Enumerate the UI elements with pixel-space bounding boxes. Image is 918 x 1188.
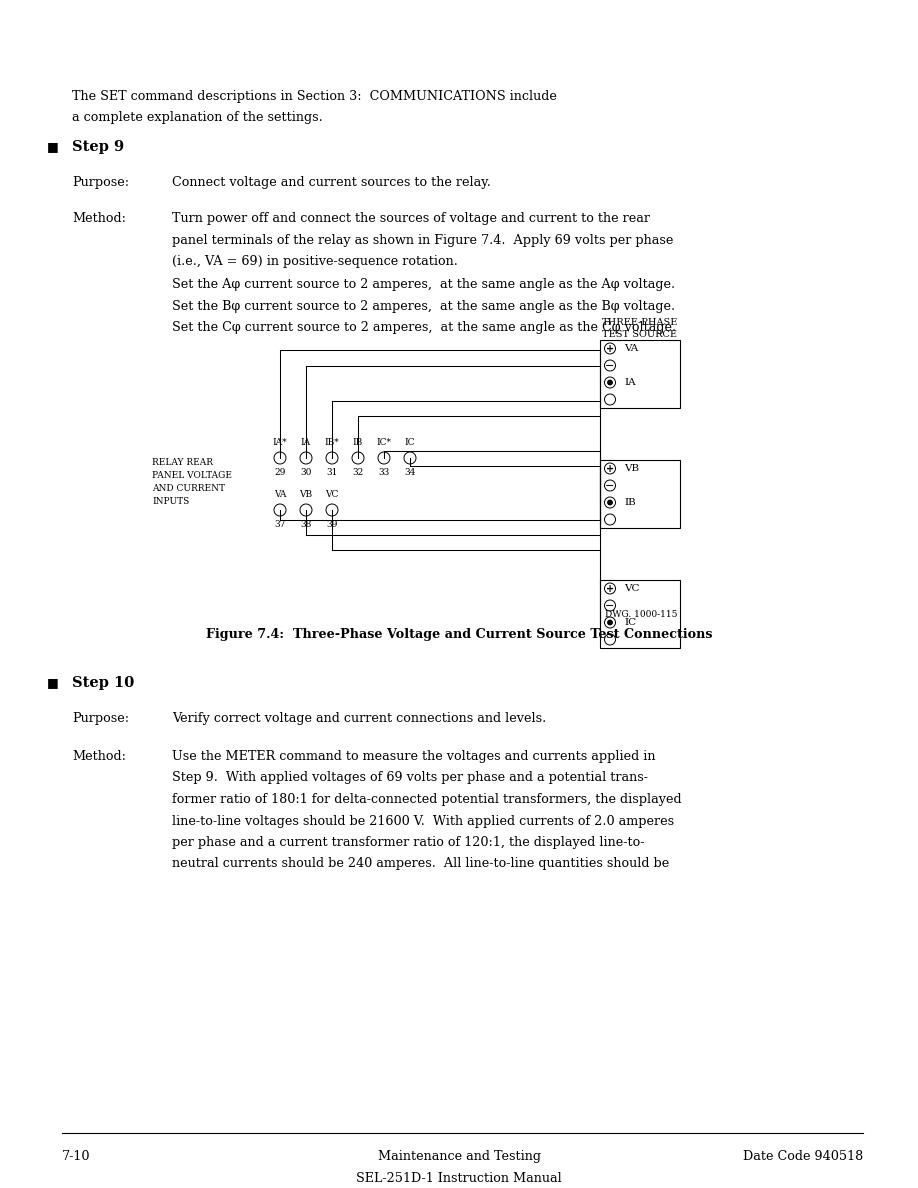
Text: DWG. 1000-115: DWG. 1000-115 xyxy=(605,609,677,619)
Text: IB*: IB* xyxy=(325,438,340,447)
Text: line-to-line voltages should be 21600 V.  With applied currents of 2.0 amperes: line-to-line voltages should be 21600 V.… xyxy=(172,815,674,828)
Text: 30: 30 xyxy=(300,468,312,478)
Text: 33: 33 xyxy=(378,468,389,478)
Text: Step 10: Step 10 xyxy=(72,676,134,690)
Text: THREE-PHASE: THREE-PHASE xyxy=(602,318,678,327)
Bar xyxy=(600,460,680,527)
Text: 37: 37 xyxy=(274,520,285,529)
Text: ■: ■ xyxy=(47,676,59,689)
Text: +: + xyxy=(606,583,614,594)
Text: +: + xyxy=(606,463,614,474)
Text: INPUTS: INPUTS xyxy=(152,497,189,506)
Text: Purpose:: Purpose: xyxy=(72,176,129,189)
Text: a complete explanation of the settings.: a complete explanation of the settings. xyxy=(72,112,323,125)
Bar xyxy=(600,580,680,647)
Text: −: − xyxy=(605,480,615,491)
Text: VC: VC xyxy=(325,489,339,499)
Bar xyxy=(600,340,680,407)
Text: 7-10: 7-10 xyxy=(62,1150,91,1163)
Text: −: − xyxy=(605,360,615,371)
Text: IC: IC xyxy=(624,618,636,627)
Text: per phase and a current transformer ratio of 120:1, the displayed line-to-: per phase and a current transformer rati… xyxy=(172,836,644,849)
Text: Figure 7.4:  Three-Phase Voltage and Current Source Test Connections: Figure 7.4: Three-Phase Voltage and Curr… xyxy=(206,628,712,642)
Text: IB: IB xyxy=(353,438,364,447)
Text: +: + xyxy=(606,343,614,354)
Text: VA: VA xyxy=(624,345,638,353)
Text: −: − xyxy=(605,600,615,611)
Text: Maintenance and Testing: Maintenance and Testing xyxy=(377,1150,541,1163)
Circle shape xyxy=(608,620,612,625)
Text: former ratio of 180:1 for delta-connected potential transformers, the displayed: former ratio of 180:1 for delta-connecte… xyxy=(172,794,682,805)
Circle shape xyxy=(608,500,612,505)
Text: RELAY REAR: RELAY REAR xyxy=(152,459,213,467)
Text: neutral currents should be 240 amperes.  All line-to-line quantities should be: neutral currents should be 240 amperes. … xyxy=(172,858,669,871)
Text: 31: 31 xyxy=(326,468,338,478)
Circle shape xyxy=(608,380,612,385)
Text: SEL-251D-1 Instruction Manual: SEL-251D-1 Instruction Manual xyxy=(356,1171,562,1184)
Text: Turn power off and connect the sources of voltage and current to the rear: Turn power off and connect the sources o… xyxy=(172,211,650,225)
Text: IA: IA xyxy=(624,378,635,387)
Text: VC: VC xyxy=(624,584,640,593)
Text: 29: 29 xyxy=(274,468,285,478)
Text: Verify correct voltage and current connections and levels.: Verify correct voltage and current conne… xyxy=(172,712,546,725)
Text: The SET command descriptions in Section 3:  COMMUNICATIONS include: The SET command descriptions in Section … xyxy=(72,90,557,103)
Text: Connect voltage and current sources to the relay.: Connect voltage and current sources to t… xyxy=(172,176,491,189)
Text: VB: VB xyxy=(624,465,639,473)
Text: Set the Aφ current source to 2 amperes,  at the same angle as the Aφ voltage.: Set the Aφ current source to 2 amperes, … xyxy=(172,278,675,291)
Text: PANEL VOLTAGE: PANEL VOLTAGE xyxy=(152,470,232,480)
Text: IA*: IA* xyxy=(273,438,287,447)
Text: AND CURRENT: AND CURRENT xyxy=(152,484,225,493)
Text: IB: IB xyxy=(624,498,636,507)
Text: VA: VA xyxy=(274,489,286,499)
Text: (i.e., VA = 69) in positive-sequence rotation.: (i.e., VA = 69) in positive-sequence rot… xyxy=(172,255,458,268)
Text: Set the Bφ current source to 2 amperes,  at the same angle as the Bφ voltage.: Set the Bφ current source to 2 amperes, … xyxy=(172,299,675,312)
Text: IA: IA xyxy=(301,438,311,447)
Text: Step 9: Step 9 xyxy=(72,140,124,154)
Text: 39: 39 xyxy=(326,520,338,529)
Text: Method:: Method: xyxy=(72,750,126,763)
Text: 32: 32 xyxy=(353,468,364,478)
Text: Method:: Method: xyxy=(72,211,126,225)
Text: TEST SOURCE: TEST SOURCE xyxy=(602,330,677,339)
Text: 34: 34 xyxy=(404,468,416,478)
Text: ■: ■ xyxy=(47,140,59,153)
Text: Use the METER command to measure the voltages and currents applied in: Use the METER command to measure the vol… xyxy=(172,750,655,763)
Text: Set the Cφ current source to 2 amperes,  at the same angle as the Cφ voltage.: Set the Cφ current source to 2 amperes, … xyxy=(172,321,677,334)
Text: panel terminals of the relay as shown in Figure 7.4.  Apply 69 volts per phase: panel terminals of the relay as shown in… xyxy=(172,234,674,246)
Text: Step 9.  With applied voltages of 69 volts per phase and a potential trans-: Step 9. With applied voltages of 69 volt… xyxy=(172,771,648,784)
Text: IC*: IC* xyxy=(376,438,391,447)
Text: Date Code 940518: Date Code 940518 xyxy=(743,1150,863,1163)
Text: 38: 38 xyxy=(300,520,312,529)
Text: Purpose:: Purpose: xyxy=(72,712,129,725)
Text: IC: IC xyxy=(405,438,415,447)
Text: VB: VB xyxy=(299,489,312,499)
